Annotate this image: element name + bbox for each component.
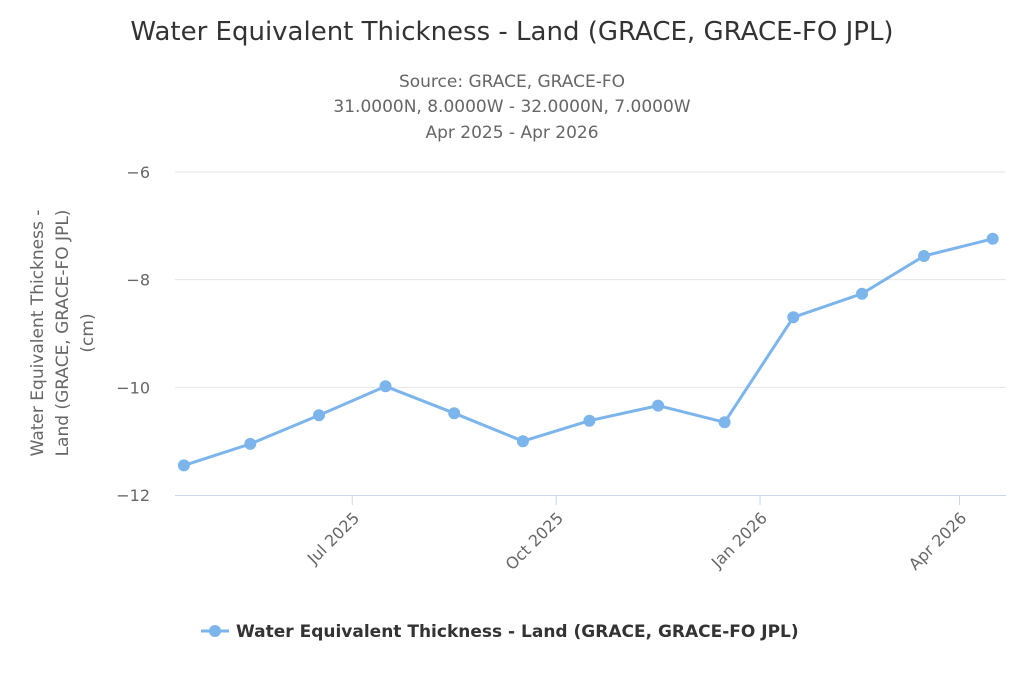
chart-subtitle-line-2: 31.0000N, 8.0000W - 32.0000N, 7.0000W (333, 97, 690, 117)
x-tick-label: Oct 2025 (502, 508, 567, 573)
data-point[interactable] (516, 435, 529, 448)
y-tick-label: −12 (116, 486, 150, 505)
y-tick-label: −6 (126, 163, 150, 182)
chart-subtitle-line-3: Apr 2025 - Apr 2026 (425, 123, 598, 143)
y-axis-title-line-3: (cm) (78, 313, 98, 352)
data-point[interactable] (583, 414, 596, 427)
x-tick-label: Jul 2025 (303, 508, 363, 568)
gridlines (175, 171, 1006, 388)
y-axis-title-line-2: Land (GRACE, GRACE-FO JPL) (53, 210, 73, 457)
y-tick-label: −10 (116, 378, 150, 397)
legend[interactable]: Water Equivalent Thickness - Land (GRACE… (201, 622, 799, 642)
data-point[interactable] (177, 459, 190, 472)
legend-label[interactable]: Water Equivalent Thickness - Land (GRACE… (236, 622, 799, 642)
x-tick-label: Jan 2026 (707, 508, 771, 572)
data-point[interactable] (718, 416, 731, 429)
data-point[interactable] (313, 409, 325, 422)
legend-marker-symbol (209, 625, 221, 637)
chart-subtitle-line-1: Source: GRACE, GRACE-FO (399, 72, 625, 92)
data-point[interactable] (856, 287, 868, 300)
data-point[interactable] (448, 407, 461, 420)
y-axis-title: Water Equivalent Thickness - Land (GRACE… (28, 210, 98, 457)
data-point[interactable] (244, 437, 257, 450)
data-point[interactable] (986, 232, 999, 245)
y-axis-ticks: −12 −10 −8 −6 (116, 163, 150, 505)
chart-title: Water Equivalent Thickness - Land (GRACE… (130, 17, 893, 47)
data-point[interactable] (379, 380, 392, 393)
data-point[interactable] (918, 250, 930, 262)
series-water-equivalent-thickness (177, 232, 999, 472)
x-tick-label: Apr 2026 (905, 508, 970, 573)
data-point[interactable] (652, 399, 665, 412)
y-tick-label: −8 (126, 271, 150, 290)
x-axis-ticks: Jul 2025 Oct 2025 Jan 2026 Apr 2026 (303, 495, 970, 574)
data-point[interactable] (787, 311, 800, 324)
series-line (183, 237, 994, 467)
y-axis-title-line-1: Water Equivalent Thickness - (28, 210, 48, 457)
